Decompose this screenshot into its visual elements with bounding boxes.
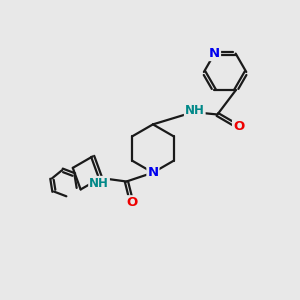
Text: NH: NH <box>89 177 109 190</box>
Text: O: O <box>126 196 137 209</box>
Text: N: N <box>209 47 220 60</box>
Text: NH: NH <box>185 104 205 117</box>
Text: N: N <box>147 166 158 179</box>
Text: O: O <box>233 120 244 133</box>
